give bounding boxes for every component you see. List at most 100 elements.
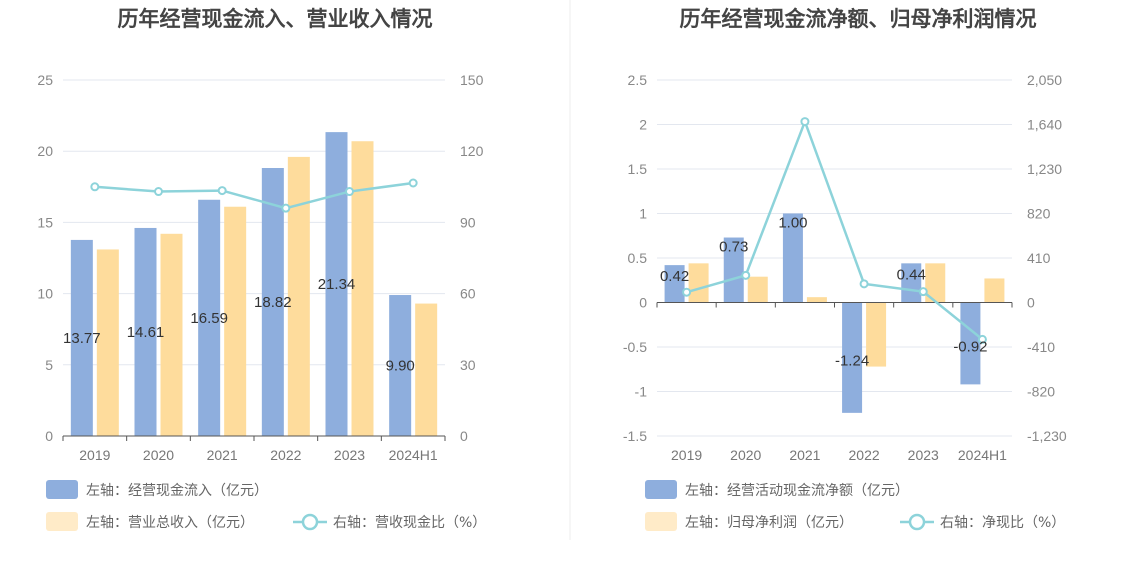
legend-label: 右轴：净现比（%） bbox=[940, 515, 1065, 531]
cash-bar bbox=[782, 213, 803, 303]
income-bar bbox=[747, 276, 768, 303]
left-axis-tick: -1.5 bbox=[623, 428, 647, 444]
left-axis-tick: 1 bbox=[639, 206, 647, 222]
legend-swatch bbox=[645, 512, 677, 531]
x-axis-label: 2021 bbox=[789, 447, 820, 463]
right-chart-panel: 历年经营现金流净额、归母净利润情况 -1.5 -1,230 -1 -820 -0.5 -41… bbox=[623, 7, 1067, 531]
right-axis-tick: 820 bbox=[1027, 206, 1051, 222]
chart-title: 历年经营现金流净额、归母净利润情况 bbox=[680, 7, 1037, 31]
legend-swatch bbox=[46, 512, 78, 531]
bar-data-label: 21.34 bbox=[318, 276, 356, 293]
right-axis-tick: 60 bbox=[460, 286, 476, 302]
income-bar bbox=[160, 233, 183, 436]
income-bar bbox=[866, 302, 887, 367]
legend-swatch bbox=[645, 480, 677, 499]
x-axis-label: 2019 bbox=[671, 447, 702, 463]
cash-bar bbox=[901, 263, 922, 303]
ratio-line bbox=[94, 181, 414, 210]
bar-data-label: -0.92 bbox=[953, 338, 987, 355]
left-axis-tick: 2 bbox=[639, 117, 647, 133]
cash-bar bbox=[389, 295, 412, 436]
left-chart-panel: 历年经营现金流入、营业收入情况 0 0 5 30 10 60 15 90 20 120 25 150 20… bbox=[37, 7, 486, 531]
ratio-point bbox=[345, 187, 354, 197]
legend-label: 左轴：归母净利润（亿元） bbox=[685, 514, 853, 531]
income-bar bbox=[351, 141, 374, 436]
right-axis-tick: 2,050 bbox=[1027, 72, 1062, 88]
chart-title: 历年经营现金流入、营业收入情况 bbox=[118, 7, 433, 31]
legend-marker bbox=[301, 513, 319, 531]
right-axis-tick: 90 bbox=[460, 214, 476, 230]
income-bar bbox=[224, 206, 247, 436]
right-axis-tick: -820 bbox=[1027, 384, 1055, 400]
ratio-point bbox=[217, 186, 227, 196]
legend-label: 左轴：营业总收入（亿元） bbox=[86, 515, 254, 531]
left-axis-tick: 5 bbox=[45, 357, 53, 373]
bar-data-label: 9.90 bbox=[386, 358, 415, 375]
cash-bar bbox=[134, 227, 157, 436]
bar-data-label: 13.77 bbox=[63, 330, 101, 347]
bar-data-label: 16.59 bbox=[190, 310, 228, 327]
right-axis-tick: 0 bbox=[460, 428, 468, 444]
right-axis-tick: 150 bbox=[460, 72, 484, 88]
income-bar bbox=[287, 156, 310, 436]
cash-bar bbox=[325, 132, 348, 436]
left-axis-tick: 1.5 bbox=[628, 161, 648, 177]
ratio-point bbox=[977, 334, 987, 344]
left-axis-tick: 15 bbox=[37, 214, 53, 230]
cash-bar bbox=[960, 302, 981, 385]
bar-data-label: -1.24 bbox=[835, 353, 869, 370]
ratio-point bbox=[859, 279, 869, 289]
bar-data-label: 14.61 bbox=[127, 324, 165, 341]
right-axis-tick: 0 bbox=[1027, 295, 1035, 311]
ratio-line bbox=[686, 118, 984, 341]
left-axis-tick: 20 bbox=[37, 143, 53, 159]
left-axis-tick: 25 bbox=[37, 72, 53, 88]
bar-data-label: 18.82 bbox=[254, 294, 292, 311]
cash-bar bbox=[198, 199, 221, 436]
ratio-point bbox=[682, 287, 692, 297]
x-axis-label: 2023 bbox=[908, 447, 939, 463]
cash-bar bbox=[70, 239, 93, 436]
left-axis-tick: 0.5 bbox=[628, 250, 648, 266]
x-axis-label: 2021 bbox=[207, 447, 238, 463]
cash-bar bbox=[723, 237, 744, 303]
cash-bar bbox=[261, 168, 284, 436]
income-bar bbox=[688, 263, 709, 303]
cash-bar bbox=[842, 302, 863, 413]
x-axis-label: 2020 bbox=[143, 447, 174, 463]
ratio-point bbox=[800, 117, 810, 127]
right-axis-tick: 120 bbox=[460, 143, 484, 159]
income-bar bbox=[984, 278, 1005, 303]
x-axis-label: 2024H1 bbox=[958, 447, 1007, 463]
income-bar bbox=[415, 303, 438, 436]
left-axis-tick: 2.5 bbox=[628, 72, 648, 88]
ratio-point bbox=[918, 287, 928, 297]
x-axis-label: 2022 bbox=[270, 447, 301, 463]
legend-swatch bbox=[46, 480, 78, 499]
bar-data-label: 1.00 bbox=[778, 215, 807, 232]
income-bar bbox=[925, 263, 946, 303]
bar-data-label: 0.42 bbox=[660, 268, 689, 285]
left-axis-tick: 0 bbox=[45, 428, 53, 444]
income-bar bbox=[96, 249, 119, 436]
right-axis-tick: 410 bbox=[1027, 250, 1051, 266]
right-axis-tick: -410 bbox=[1027, 339, 1055, 355]
right-axis-tick: 30 bbox=[460, 357, 476, 373]
right-axis-tick: 1,640 bbox=[1027, 117, 1062, 133]
left-axis-tick: 0 bbox=[639, 295, 647, 311]
right-axis-tick: -1,230 bbox=[1027, 428, 1067, 444]
legend-label: 左轴：经营活动现金流净额（亿元） bbox=[685, 483, 909, 499]
ratio-point bbox=[154, 187, 163, 197]
ratio-point bbox=[281, 203, 291, 213]
left-axis-tick: 10 bbox=[37, 286, 53, 302]
ratio-point bbox=[741, 270, 751, 280]
x-axis-label: 2024H1 bbox=[389, 447, 438, 463]
cash-bar bbox=[664, 265, 685, 303]
x-axis-label: 2023 bbox=[334, 447, 365, 463]
legend-marker bbox=[908, 513, 926, 531]
x-axis-label: 2019 bbox=[79, 447, 110, 463]
ratio-point bbox=[90, 182, 100, 192]
x-axis-label: 2020 bbox=[730, 447, 761, 463]
